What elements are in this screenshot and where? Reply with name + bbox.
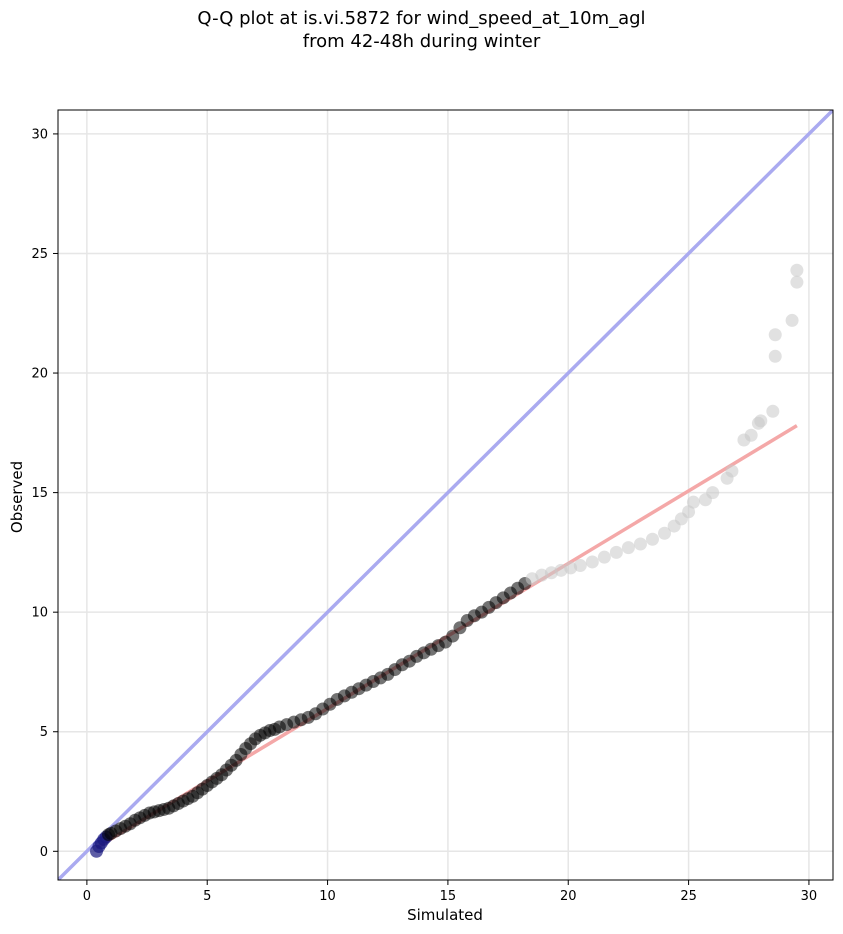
y-tick-label: 0 <box>40 845 48 860</box>
identity-line <box>58 110 833 880</box>
x-tick-label: 0 <box>83 889 91 904</box>
data-point <box>790 263 804 277</box>
axis-ticks: 0 5 10 15 20 25 30 0 5 10 15 20 25 30 <box>31 127 817 904</box>
data-point <box>768 349 782 363</box>
x-tick-label: 5 <box>203 889 211 904</box>
x-axis-label: Simulated <box>407 906 483 924</box>
y-tick-label: 10 <box>31 606 48 621</box>
x-tick-label: 30 <box>801 889 818 904</box>
data-point <box>573 559 587 573</box>
data-point <box>754 414 768 428</box>
grid <box>58 110 833 880</box>
chart-subtitle: from 42-48h during winter <box>302 31 541 52</box>
y-tick-label: 15 <box>31 486 48 501</box>
data-points <box>90 263 804 858</box>
data-point <box>682 505 696 519</box>
data-point <box>597 550 611 564</box>
data-point <box>785 313 799 327</box>
data-point <box>686 495 700 509</box>
data-point <box>658 526 672 540</box>
plot-frame <box>57 109 834 881</box>
data-point <box>609 545 623 559</box>
y-axis-label: Observed <box>8 461 26 533</box>
y-tick-label: 5 <box>40 725 48 740</box>
data-point <box>744 428 758 442</box>
y-tick-label: 30 <box>31 127 48 142</box>
data-point <box>790 275 804 289</box>
x-tick-label: 25 <box>680 889 697 904</box>
data-point <box>621 541 635 555</box>
x-tick-label: 20 <box>560 889 577 904</box>
x-tick-label: 15 <box>440 889 457 904</box>
data-point <box>645 532 659 546</box>
y-tick-label: 20 <box>31 367 48 382</box>
data-point <box>725 464 739 478</box>
data-point <box>766 404 780 418</box>
chart-title: Q-Q plot at is.vi.5872 for wind_speed_at… <box>197 8 646 29</box>
data-point <box>633 537 647 551</box>
y-tick-label: 25 <box>31 247 48 262</box>
x-tick-label: 10 <box>319 889 336 904</box>
data-point <box>585 555 599 569</box>
data-point <box>768 328 782 342</box>
data-point <box>706 486 720 500</box>
